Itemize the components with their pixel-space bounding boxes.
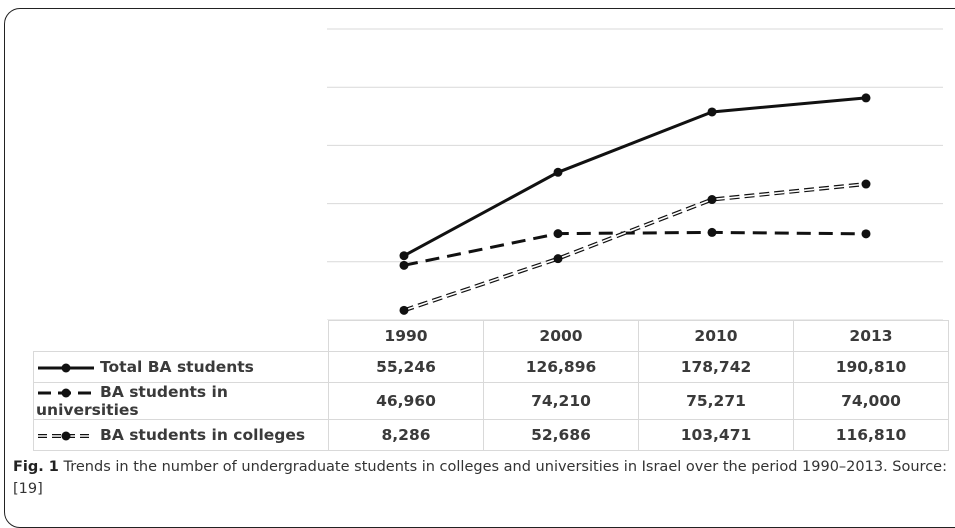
- series-line: [403, 182, 867, 313]
- table-header-2010: 2010: [638, 320, 794, 352]
- data-point: [553, 254, 563, 264]
- data-point: [707, 107, 717, 117]
- table-cell: 75,271: [638, 382, 794, 420]
- series-line: [403, 96, 867, 258]
- table-header-2013: 2013: [793, 320, 949, 352]
- table-row-colleges: BA students in colleges 8,286 52,686 103…: [33, 419, 949, 451]
- table-row-total: Total BA students 55,246 126,896 178,742…: [33, 351, 949, 383]
- figure-caption: Fig. 1 Trends in the number of undergrad…: [13, 456, 948, 500]
- table-header-2000: 2000: [483, 320, 639, 352]
- table-cell: 178,742: [638, 351, 794, 383]
- data-table: 1990 2000 2010 2013 Total BA students 55…: [33, 320, 949, 451]
- caption-label: Fig. 1: [13, 459, 59, 475]
- table-cell: 55,246: [328, 351, 484, 383]
- data-point: [707, 227, 717, 237]
- data-point: [553, 167, 563, 177]
- table-cell: 116,810: [793, 419, 949, 451]
- table-cell: 74,210: [483, 382, 639, 420]
- table-header-1990: 1990: [328, 320, 484, 352]
- legend-label-total: Total BA students: [100, 358, 254, 376]
- data-point: [399, 251, 409, 261]
- table-cell: 52,686: [483, 419, 639, 451]
- table-row-universities: BA students in universities 46,960 74,21…: [33, 382, 949, 420]
- data-point: [399, 305, 409, 315]
- series-2: [399, 179, 871, 315]
- legend-universities: BA students in universities: [33, 382, 329, 420]
- data-point: [399, 260, 409, 270]
- data-point: [861, 179, 871, 189]
- data-point: [707, 195, 717, 205]
- legend-label-colleges: BA students in colleges: [100, 426, 306, 444]
- legend-colleges: BA students in colleges: [33, 419, 329, 451]
- data-point: [861, 229, 871, 239]
- table-header-row: 1990 2000 2010 2013: [33, 320, 949, 352]
- legend-label-universities: BA students in universities: [36, 383, 228, 419]
- table-cell: 103,471: [638, 419, 794, 451]
- series-1: [399, 227, 871, 270]
- legend-key-dashed-line: [38, 388, 94, 397]
- series-line: [403, 230, 867, 267]
- table-cell: 126,896: [483, 351, 639, 383]
- table-cell: 8,286: [328, 419, 484, 451]
- data-point: [861, 93, 871, 103]
- legend-total: Total BA students: [33, 351, 329, 383]
- legend-key-solid-line: [38, 363, 94, 372]
- table-corner: [33, 320, 329, 352]
- line-chart: [327, 28, 943, 320]
- caption-text: Trends in the number of undergraduate st…: [13, 459, 947, 497]
- table-cell: 74,000: [793, 382, 949, 420]
- table-cell: 190,810: [793, 351, 949, 383]
- series-0: [399, 93, 871, 261]
- series-line: [403, 183, 867, 312]
- legend-key-double-dashed-line: [38, 431, 94, 440]
- data-point: [553, 229, 563, 239]
- table-cell: 46,960: [328, 382, 484, 420]
